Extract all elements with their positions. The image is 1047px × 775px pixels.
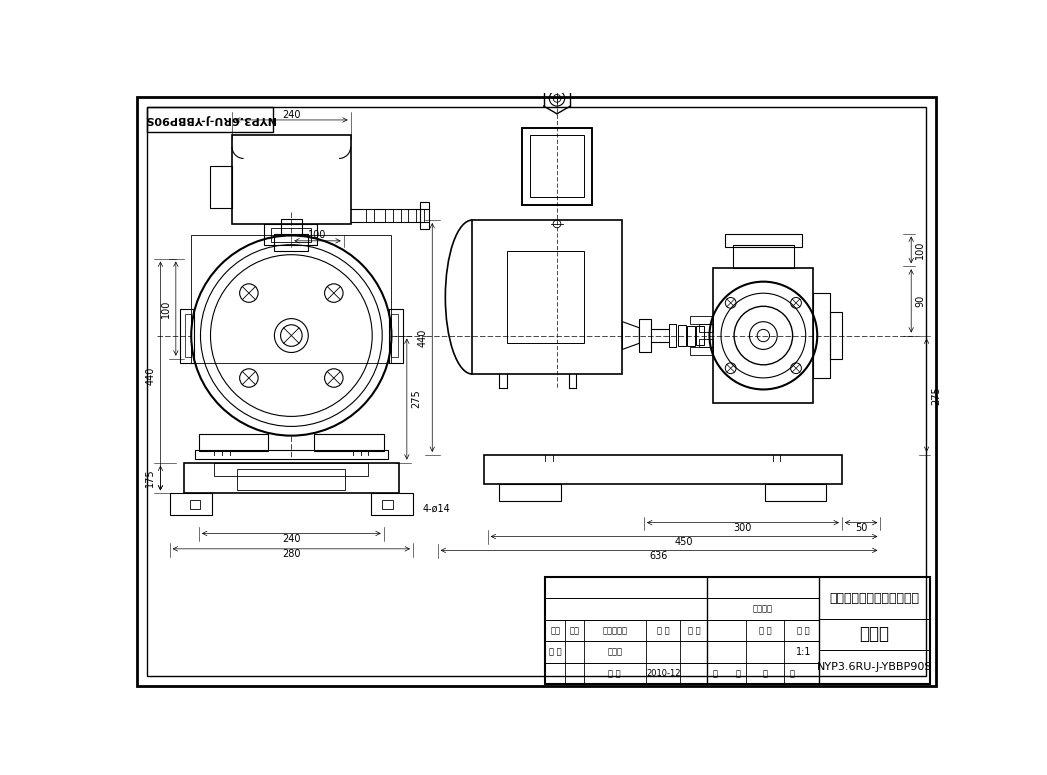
Bar (185, 314, 192, 357)
Bar (281, 219, 303, 236)
Text: 图样标记: 图样标记 (753, 604, 773, 613)
Bar (687, 326, 695, 346)
Bar (814, 293, 830, 378)
Text: NYP3.6RU-J-YBBP90S: NYP3.6RU-J-YBBP90S (817, 663, 933, 673)
Bar (170, 494, 213, 515)
Text: 设 计: 设 计 (549, 648, 562, 656)
Bar (677, 325, 686, 346)
Bar (733, 245, 795, 268)
Bar (215, 463, 369, 477)
Bar (183, 463, 399, 494)
Text: 100: 100 (161, 299, 171, 318)
Bar (522, 128, 592, 205)
Text: 175: 175 (146, 469, 155, 487)
Bar (830, 312, 842, 359)
Text: 机组图: 机组图 (860, 625, 890, 643)
Bar (640, 319, 651, 353)
Bar (472, 220, 623, 374)
Bar (545, 577, 931, 684)
Text: 重 量: 重 量 (759, 626, 772, 635)
Text: 100: 100 (915, 241, 926, 259)
Bar (382, 500, 393, 509)
Text: 440: 440 (146, 367, 155, 385)
Bar (499, 484, 561, 501)
Bar (238, 469, 346, 491)
Bar (690, 316, 713, 324)
Text: 240: 240 (282, 534, 300, 544)
Bar (699, 324, 713, 332)
Bar (199, 434, 268, 451)
Bar (265, 224, 317, 246)
Bar (484, 455, 842, 484)
Bar (195, 449, 387, 459)
Text: 275: 275 (411, 390, 421, 408)
Bar (416, 208, 424, 222)
Text: 300: 300 (734, 523, 752, 533)
Bar (547, 39, 567, 53)
Text: 更改文件名: 更改文件名 (602, 626, 627, 635)
Text: 1:1: 1:1 (796, 647, 811, 657)
Text: 比 例: 比 例 (797, 626, 809, 635)
Text: 共: 共 (712, 669, 717, 678)
Bar (725, 233, 802, 247)
Text: 275: 275 (931, 386, 941, 405)
Bar (690, 347, 713, 355)
Text: 标准文: 标准文 (607, 648, 622, 656)
Bar (180, 308, 194, 363)
Text: 集: 集 (735, 669, 740, 678)
Bar (371, 494, 413, 515)
Text: 2010-12: 2010-12 (646, 669, 681, 678)
Bar (765, 484, 826, 501)
Bar (543, 50, 571, 66)
Text: 标记: 标记 (551, 626, 560, 635)
Text: 第: 第 (762, 669, 767, 678)
Bar (389, 308, 403, 363)
Text: 处数: 处数 (570, 626, 580, 635)
Bar (314, 434, 384, 451)
Bar (507, 251, 584, 343)
Bar (699, 339, 713, 347)
Text: 集: 集 (789, 669, 795, 678)
Bar (274, 234, 308, 251)
Text: 636: 636 (650, 551, 668, 561)
Text: NYP3.6RU-J-YBBP90S: NYP3.6RU-J-YBBP90S (144, 114, 275, 124)
Bar (522, 128, 592, 205)
Bar (401, 208, 408, 222)
Text: 90: 90 (915, 294, 926, 307)
Text: 日 期: 日 期 (608, 669, 621, 678)
Text: 签 字: 签 字 (656, 626, 670, 635)
Bar (385, 208, 393, 222)
Text: 4-ø14: 4-ø14 (422, 504, 450, 514)
Bar (232, 136, 351, 224)
Text: 河北远东泵业制造有限公司: 河北远东泵业制造有限公司 (829, 591, 919, 604)
Bar (366, 208, 374, 222)
Text: 50: 50 (855, 523, 867, 533)
Bar (696, 326, 704, 345)
Text: 280: 280 (282, 549, 300, 560)
Text: 440: 440 (418, 329, 427, 346)
Text: 100: 100 (308, 230, 327, 240)
Bar (392, 314, 398, 357)
Bar (669, 324, 676, 347)
Bar (210, 166, 232, 208)
Bar (148, 107, 273, 133)
Text: 日 期: 日 期 (688, 626, 700, 635)
Bar (713, 268, 814, 403)
Text: 450: 450 (675, 537, 693, 547)
Bar (270, 228, 311, 242)
Text: 240: 240 (282, 109, 300, 119)
Bar (192, 236, 392, 363)
Bar (530, 136, 584, 197)
Bar (420, 202, 429, 229)
Bar (190, 500, 200, 509)
